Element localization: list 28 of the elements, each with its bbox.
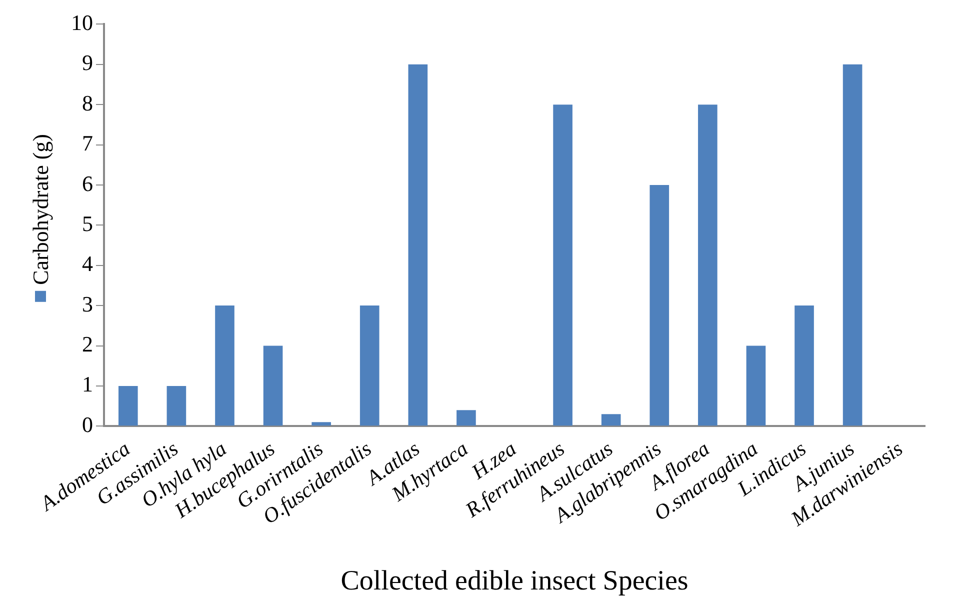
bar <box>842 64 862 426</box>
bar <box>698 104 718 426</box>
bar <box>263 346 283 426</box>
bar <box>408 64 428 426</box>
y-tick-label: 2 <box>82 332 93 357</box>
bar <box>215 306 234 426</box>
y-tick-label: 0 <box>82 412 93 437</box>
bar <box>746 346 766 426</box>
y-tick-label: 7 <box>82 130 93 156</box>
bar <box>601 414 621 426</box>
y-tick-label: 1 <box>82 372 93 397</box>
x-axis-title: Collected edible insect Species <box>340 566 688 597</box>
y-tick-label: 5 <box>82 210 93 236</box>
bar <box>553 104 572 426</box>
bar <box>118 386 138 426</box>
bar <box>166 386 186 426</box>
bar <box>312 422 331 426</box>
bar <box>456 410 476 426</box>
bar <box>794 306 814 426</box>
text: Carbohydrate (g) <box>28 134 54 285</box>
y-tick-label: 4 <box>82 251 93 276</box>
bar <box>650 184 670 426</box>
bar <box>360 306 380 426</box>
y-tick-label: 8 <box>82 90 93 116</box>
y-tick-label: 10 <box>71 10 93 35</box>
y-tick-label: 9 <box>82 50 93 76</box>
y-tick-label: 3 <box>82 291 93 316</box>
y-tick-label: 6 <box>82 170 93 196</box>
